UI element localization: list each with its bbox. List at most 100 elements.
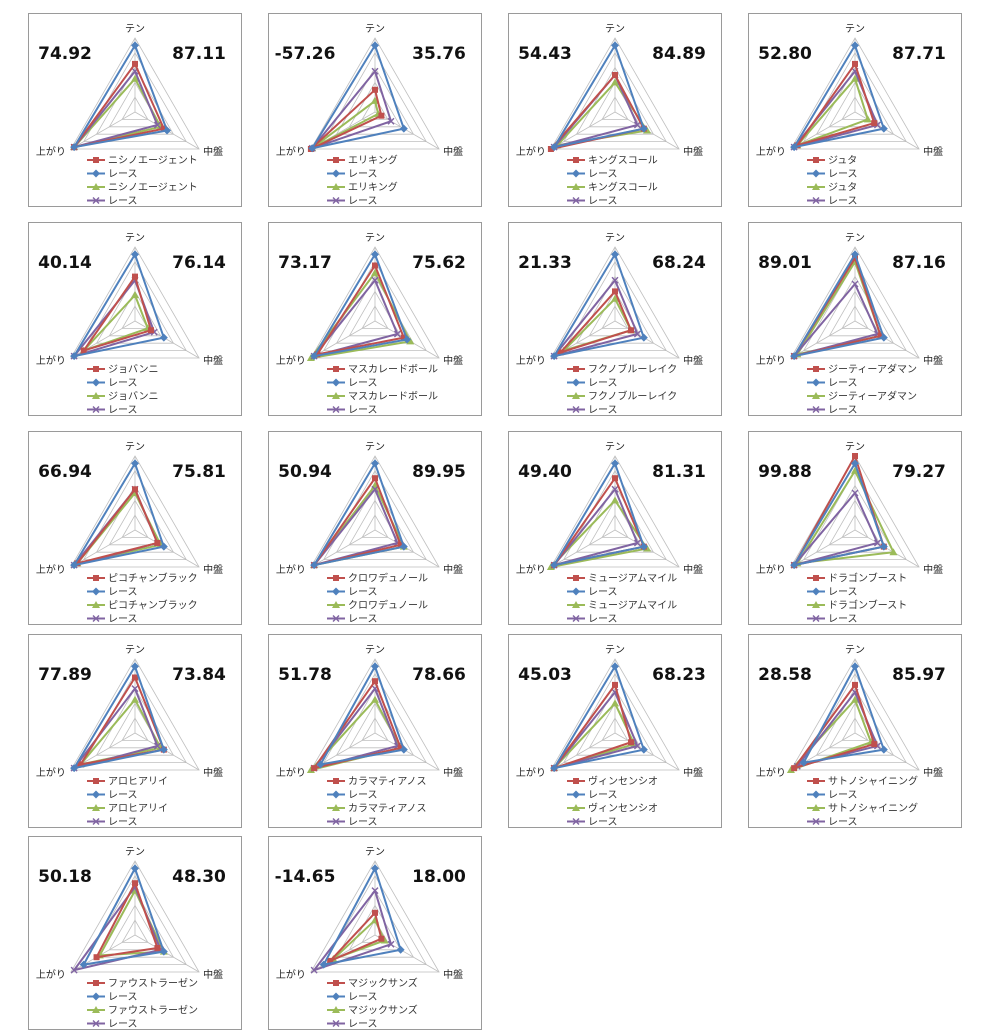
legend-item: ジュタ (807, 182, 857, 194)
series-point (639, 333, 648, 342)
legend-label: レース (348, 817, 378, 827)
series-point (547, 146, 554, 152)
series-point (319, 960, 328, 969)
series-point (372, 86, 378, 93)
series-line (313, 687, 399, 770)
axis-label: 中盤 (923, 766, 943, 779)
legend-label: レース (588, 817, 618, 827)
legend-marker (813, 575, 819, 581)
radar-series-red (794, 60, 878, 149)
series-line (95, 882, 159, 959)
legend-item: ミュージアムマイル (567, 600, 677, 612)
series-point (154, 539, 161, 546)
legend-marker (332, 790, 340, 799)
axis-label: 上がり (36, 145, 66, 158)
legend-item: レース (87, 405, 138, 415)
legend-label: レース (348, 587, 378, 598)
radar-grid-ring (348, 499, 402, 546)
legend-item: レース (87, 992, 138, 1003)
radar-spoke (550, 529, 616, 568)
legend-label: レース (348, 790, 378, 801)
right-score: 84.89 (652, 44, 706, 64)
legend-marker (92, 992, 100, 1001)
axis-label: 上がり (756, 354, 786, 367)
legend-label: レース (348, 1019, 378, 1029)
axis-label: 上がり (756, 766, 786, 779)
series-point (371, 268, 379, 276)
legend-label: レース (348, 992, 378, 1003)
radar-chart-panel: テン 中盤 上がり -57.26 35.76 エリキング レース エリキング レース (268, 13, 482, 207)
legend-label: ミュージアムマイル (588, 600, 677, 612)
legend-label: レース (108, 169, 138, 180)
legend-item: レース (87, 817, 138, 827)
series-point (611, 294, 619, 302)
legend-item: ヴィンセンシオ (567, 775, 658, 788)
legend-label: ニシノエージェント (108, 156, 198, 167)
series-line (316, 264, 405, 356)
series-point (371, 887, 379, 895)
left-score: -57.26 (275, 44, 336, 64)
legend-marker (812, 378, 820, 387)
series-line (73, 70, 159, 149)
series-point (160, 125, 167, 132)
radar-grid-ring (803, 469, 907, 560)
legend-marker (93, 157, 99, 163)
series-point (611, 41, 619, 50)
axis-label: 中盤 (203, 968, 223, 981)
series-line (76, 488, 159, 565)
legend-item: レース (87, 169, 138, 180)
axis-label: テン (365, 442, 385, 453)
series-point (612, 72, 618, 78)
series-point (628, 327, 635, 334)
legend-marker (332, 587, 340, 596)
radar-grid-ring (310, 658, 440, 771)
series-point (310, 352, 319, 361)
legend-label: サトノシャイニング (828, 802, 918, 815)
legend-label: ジーティーアダマン (828, 363, 917, 376)
series-line (309, 88, 383, 150)
legend-marker (812, 804, 820, 811)
series-line (313, 889, 393, 972)
legend-marker (573, 778, 579, 784)
legend-label: レース (828, 817, 858, 827)
legend-marker (332, 992, 340, 1001)
legend-item: クロワデュノール (327, 599, 428, 612)
right-score: 87.71 (892, 44, 946, 64)
radar-grid-ring (323, 51, 427, 142)
series-point (70, 352, 79, 361)
axis-label: 中盤 (683, 145, 703, 158)
legend-label: レース (588, 614, 618, 624)
legend-label: レース (588, 587, 618, 598)
right-score: 68.23 (652, 665, 706, 685)
axis-label: テン (365, 24, 385, 35)
series-point (611, 662, 619, 671)
radar-grid-ring (588, 499, 642, 546)
radar-grid-ring (121, 919, 149, 943)
series-point (879, 745, 888, 754)
series-point (879, 124, 888, 133)
right-score: 18.00 (412, 867, 466, 887)
radar-grid-ring (841, 96, 869, 120)
series-point (79, 960, 88, 969)
legend-label: マジックサンズ (348, 1004, 418, 1017)
series-point (790, 561, 799, 570)
legend-marker (812, 169, 820, 178)
series-point (371, 250, 379, 259)
legend-item: サトノシャイニング (807, 775, 918, 788)
axis-label: テン (365, 233, 385, 244)
legend-marker (92, 818, 100, 825)
series-line (793, 253, 885, 358)
axis-label: テン (365, 847, 385, 858)
series-point (550, 143, 559, 152)
right-score: 87.11 (172, 44, 226, 64)
axis-label: 上がり (756, 145, 786, 158)
series-point (316, 760, 325, 769)
legend-item: サトノシャイニング (807, 802, 918, 815)
